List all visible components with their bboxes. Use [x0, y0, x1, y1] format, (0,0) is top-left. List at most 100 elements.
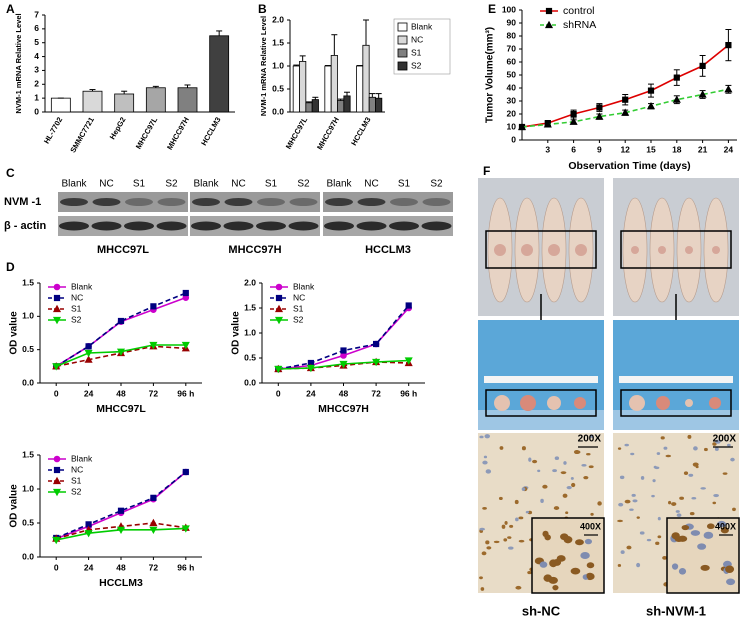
- blot-band: [60, 198, 88, 206]
- y-tick-label: 2.0: [244, 277, 256, 287]
- bar: [299, 61, 307, 113]
- bar: [145, 87, 166, 113]
- nucleus: [668, 500, 672, 505]
- tumor: [656, 396, 670, 410]
- nucleus: [588, 465, 594, 469]
- x-tick-label: 12: [620, 144, 630, 154]
- nucleus: [562, 493, 568, 498]
- lane-label: S2: [165, 179, 178, 190]
- tumor-in-mouse: [658, 246, 666, 254]
- x-tick-label: MHCC97L: [134, 115, 160, 151]
- nucleus: [543, 574, 553, 582]
- tumor-in-mouse: [548, 244, 560, 256]
- bar: [330, 55, 338, 113]
- nucleus: [521, 487, 526, 491]
- nucleus: [501, 524, 506, 529]
- legend-box: [393, 18, 451, 75]
- x-tick-label: 96 h: [400, 388, 417, 398]
- lane-label: S1: [133, 179, 146, 190]
- nucleus: [652, 479, 656, 483]
- marker: [373, 340, 380, 348]
- nucleus: [713, 493, 719, 498]
- nucleus: [539, 561, 548, 568]
- nucleus: [683, 471, 689, 475]
- marker: [117, 317, 125, 325]
- marker: [545, 7, 553, 15]
- bar: [209, 35, 230, 113]
- y-tick-label: 1: [34, 92, 39, 102]
- x-tick-label: 48: [116, 562, 126, 572]
- lane-label: NC: [364, 179, 378, 190]
- marker: [569, 117, 578, 125]
- lane-label: Blank: [61, 179, 87, 190]
- nucleus: [692, 462, 699, 467]
- marker: [150, 494, 157, 501]
- marker: [698, 90, 707, 98]
- blot-strip: [58, 192, 188, 212]
- legend-label: S2: [293, 314, 304, 324]
- legend-swatch: [397, 48, 408, 58]
- nucleus: [583, 476, 589, 480]
- y-axis-label: OD value: [231, 311, 242, 355]
- nucleus: [552, 469, 557, 473]
- y-tick-label: 90: [507, 17, 517, 27]
- legend-label: shRNA: [563, 19, 596, 31]
- nucleus: [483, 455, 488, 459]
- tumor-in-mouse: [712, 246, 720, 254]
- nucleus: [553, 506, 560, 510]
- nucleus: [714, 447, 719, 451]
- y-axis-label: NVM-1 mRNA Relative Level: [259, 16, 268, 116]
- blot-band: [92, 198, 121, 206]
- legend-label: Blank: [411, 21, 433, 31]
- marker: [85, 343, 92, 350]
- blot-band: [223, 221, 254, 231]
- nucleus: [631, 493, 636, 497]
- legend-label: Blank: [71, 453, 93, 463]
- blot-group-label: MHCC97L: [97, 244, 149, 256]
- y-tick-label: 1.5: [244, 302, 256, 312]
- marker: [181, 525, 190, 533]
- nucleus: [515, 585, 522, 590]
- lane-label: NC: [231, 179, 245, 190]
- nucleus: [678, 568, 687, 575]
- marker: [84, 355, 93, 363]
- legend-label: NC: [71, 292, 83, 302]
- marker: [150, 303, 157, 310]
- nucleus: [571, 482, 576, 488]
- marker: [306, 364, 315, 373]
- y-tick-label: 10: [507, 121, 517, 131]
- nucleus: [671, 502, 677, 506]
- x-tick-label: 72: [149, 388, 159, 398]
- legend-label: S1: [411, 47, 422, 57]
- bar: [362, 44, 370, 113]
- highlight-box: [620, 389, 732, 417]
- x-tick-label: MHCC97H: [315, 115, 341, 151]
- y-tick-label: 60: [507, 56, 517, 66]
- lane-label: S1: [265, 179, 278, 190]
- marker: [595, 112, 604, 120]
- tumor-in-mouse: [631, 246, 639, 254]
- marker: [621, 108, 630, 116]
- marker: [340, 347, 347, 354]
- y-axis-label: OD value: [9, 484, 20, 528]
- blot-band: [157, 198, 186, 206]
- legend-label: S1: [71, 475, 82, 485]
- y-tick-label: 0.5: [22, 517, 34, 527]
- x-tick-label: 48: [339, 388, 349, 398]
- bar: [343, 95, 351, 113]
- tumor: [709, 397, 721, 409]
- marker: [647, 87, 655, 94]
- marker: [404, 357, 413, 365]
- tumor: [494, 395, 510, 411]
- marker: [52, 536, 61, 545]
- nucleus: [700, 487, 706, 490]
- marker: [149, 341, 158, 350]
- y-tick-label: 1.0: [22, 311, 34, 321]
- bar: [375, 97, 383, 113]
- y-tick-label: 0.0: [272, 106, 284, 116]
- nucleus: [655, 541, 660, 545]
- nucleus: [482, 460, 488, 465]
- x-tick-label: 0: [276, 388, 281, 398]
- nucleus: [507, 536, 512, 539]
- blot-strip: [58, 216, 188, 236]
